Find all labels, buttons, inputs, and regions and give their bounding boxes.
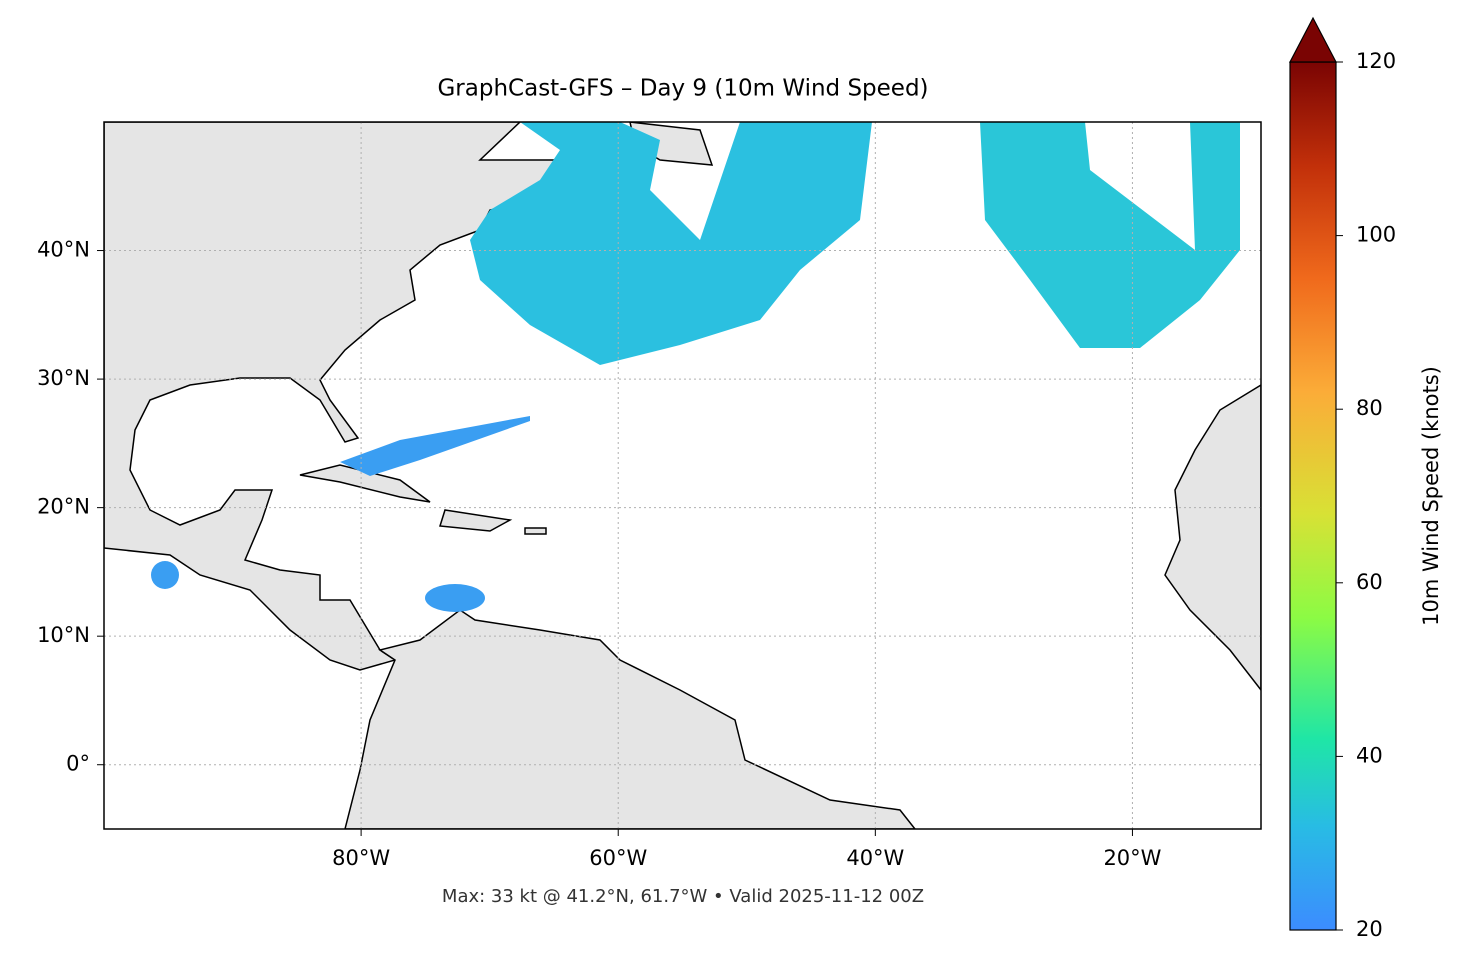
x-tick-label: 80°W xyxy=(332,846,390,870)
colorbar-tick-label: 100 xyxy=(1356,223,1396,247)
wind-region xyxy=(151,561,179,589)
hispaniola xyxy=(439,509,513,532)
x-tick-label: 60°W xyxy=(589,846,647,870)
africa xyxy=(1164,384,1261,692)
south-america xyxy=(344,609,916,829)
y-tick-label: 20°N xyxy=(37,495,90,519)
colorbar-tick-label: 120 xyxy=(1356,49,1396,73)
colorbar xyxy=(1289,61,1337,931)
colorbar-tick-label: 20 xyxy=(1356,917,1383,941)
footer: Max: 33 kt @ 41.2°N, 61.7°W • Valid 2025… xyxy=(442,886,924,907)
map xyxy=(104,122,1261,829)
y-tick-label: 30°N xyxy=(37,366,90,390)
wind-region xyxy=(470,122,872,365)
colorbar-tick-label: 80 xyxy=(1356,396,1383,420)
y-tick-label: 0° xyxy=(66,752,90,776)
y-tick-label: 10°N xyxy=(37,623,90,647)
colorbar-tick-label: 60 xyxy=(1356,570,1383,594)
colorbar-label: 10m Wind Speed (knots) xyxy=(1419,366,1443,626)
map-frame xyxy=(103,121,1262,830)
x-tick-label: 40°W xyxy=(846,846,904,870)
wind-region xyxy=(425,584,485,612)
cuba xyxy=(299,464,431,503)
colorbar-tick-label: 40 xyxy=(1356,743,1383,767)
y-tick-label: 40°N xyxy=(37,238,90,262)
wind-region xyxy=(980,122,1240,348)
puerto-rico xyxy=(524,527,547,535)
wind-region xyxy=(340,416,530,476)
x-tick-label: 20°W xyxy=(1103,846,1161,870)
colorbar-extend xyxy=(1289,16,1337,63)
north-america xyxy=(104,122,623,671)
title: GraphCast-GFS – Day 9 (10m Wind Speed) xyxy=(437,76,928,102)
